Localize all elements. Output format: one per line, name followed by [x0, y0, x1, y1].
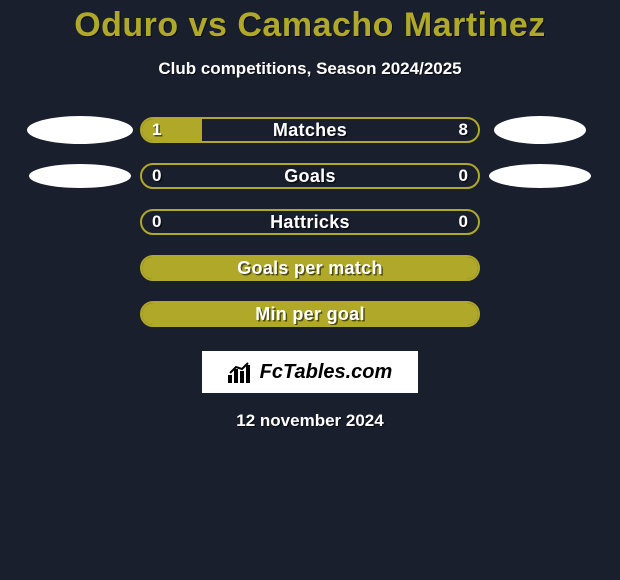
source-logo: FcTables.com: [202, 351, 418, 393]
page-subtitle: Club competitions, Season 2024/2025: [0, 59, 620, 79]
stat-row-mpg: Min per goal: [0, 291, 620, 337]
stat-label: Goals: [142, 165, 478, 187]
stat-row-goals: 0 Goals 0: [0, 153, 620, 199]
date-text: 12 november 2024: [0, 411, 620, 431]
stat-bar: 1 Matches 8: [140, 117, 480, 143]
stat-right-value: 8: [459, 119, 468, 141]
comparison-infographic: Oduro vs Camacho Martinez Club competiti…: [0, 0, 620, 580]
bars-icon: [228, 361, 256, 383]
left-bubble-cell: [20, 164, 140, 188]
stat-bar: 0 Goals 0: [140, 163, 480, 189]
stat-label: Min per goal: [142, 303, 478, 325]
stat-right-value: 0: [459, 165, 468, 187]
stat-bar: Goals per match: [140, 255, 480, 281]
stat-row-matches: 1 Matches 8: [0, 107, 620, 153]
stat-label: Hattricks: [142, 211, 478, 233]
right-bubble-cell: [480, 116, 600, 144]
stat-bar: 0 Hattricks 0: [140, 209, 480, 235]
right-bubble-cell: [480, 164, 600, 188]
stat-label: Goals per match: [142, 257, 478, 279]
left-bubble-cell: [20, 116, 140, 144]
player-right-bubble: [489, 164, 591, 188]
stat-label: Matches: [142, 119, 478, 141]
stat-row-gpm: Goals per match: [0, 245, 620, 291]
player-left-bubble: [29, 164, 131, 188]
page-title: Oduro vs Camacho Martinez: [0, 0, 620, 45]
stat-rows: 1 Matches 8 0 Goals 0: [0, 107, 620, 337]
stat-right-value: 0: [459, 211, 468, 233]
player-left-bubble: [27, 116, 133, 144]
stat-row-hattricks: 0 Hattricks 0: [0, 199, 620, 245]
player-right-bubble: [494, 116, 586, 144]
logo-text: FcTables.com: [260, 361, 393, 384]
stat-bar: Min per goal: [140, 301, 480, 327]
